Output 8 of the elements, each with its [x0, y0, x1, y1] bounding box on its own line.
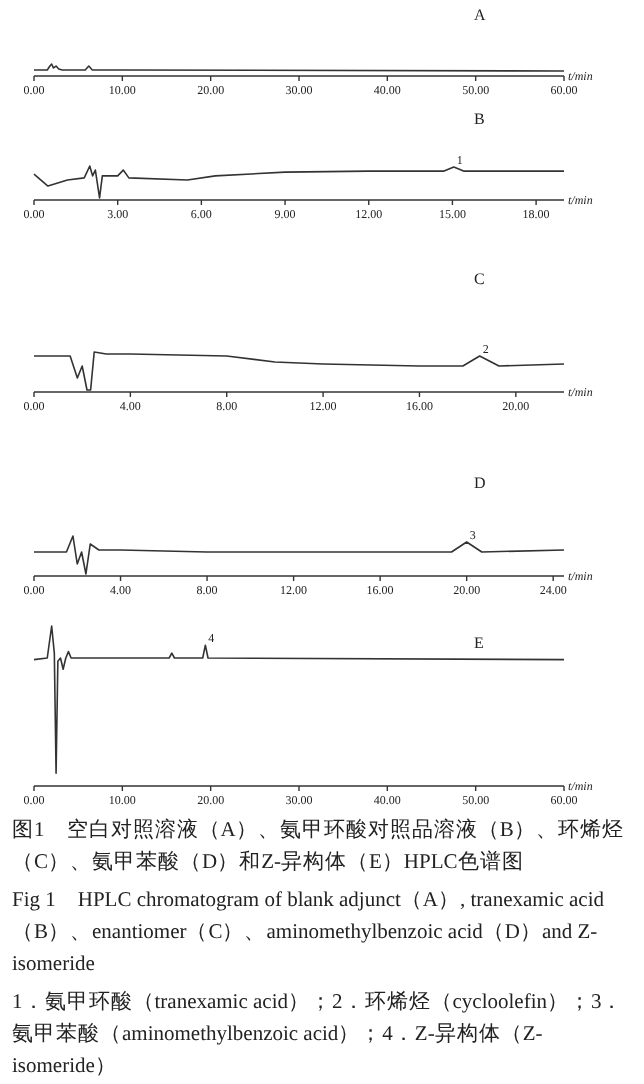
text: Fig 1 HPLC chromatogram of blank adjunct（A）, tranexamic acid（B）、enantiomer（C）、aminomethylbenzoic acid（D）and Z-isomeride [12, 888, 607, 980]
text: E [474, 634, 484, 652]
chart-title: A [474, 6, 486, 24]
chart-title: C [474, 270, 485, 288]
chart-title: B [474, 110, 485, 128]
chart-title: D [474, 474, 486, 492]
text: 1．氨甲环酸（tranexamic acid）；2．环烯烃（cycloolefin）；3．氨甲苯酸（aminomethylbenzoic acid）；4．Z-异构体（Z-isomeride） [12, 989, 626, 1082]
text: 图1 空白对照溶液（A）、氨甲环酸对照品溶液（B）、环烯烃（C）、氨甲苯酸（D）和Z-异构体（E）HPLC色谱图 [12, 816, 626, 878]
